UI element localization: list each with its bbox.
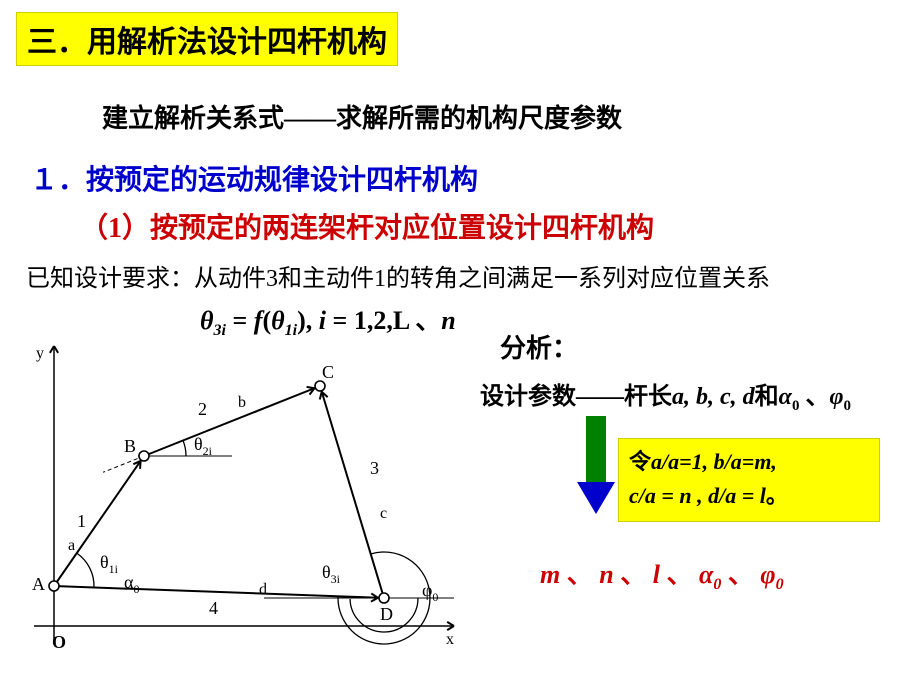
arrow-icon <box>576 416 616 516</box>
svg-text:3: 3 <box>370 458 379 478</box>
fv-s4: 、 <box>721 560 754 589</box>
eq-lp: ( <box>262 306 271 335</box>
svg-text:2: 2 <box>198 399 207 419</box>
req-pre: 已知设计要求：从动件 <box>26 266 266 292</box>
eq-i: i <box>319 306 326 335</box>
analysis-label: 分析： <box>500 328 578 365</box>
step-1-heading: １．按预定的运动规律设计四杆机构 <box>30 158 478 198</box>
fv-s1: 、 <box>560 560 593 589</box>
fv-m: m <box>540 560 560 589</box>
final-vars: m 、 n 、 l 、 α0 、 φ0 <box>540 554 784 594</box>
yb-ling: 令 <box>629 449 651 474</box>
yb-l2: c/a = n , d/a = l <box>629 483 766 508</box>
params-alpha: α <box>779 384 792 410</box>
req-post: 的转角之间满足一系列对应位置关系 <box>386 266 770 292</box>
svg-text:C: C <box>322 362 334 382</box>
req-mid: 和主动件 <box>278 266 374 292</box>
svg-text:y: y <box>36 345 44 362</box>
svg-text:4: 4 <box>209 598 218 618</box>
req-n1: 3 <box>266 266 278 292</box>
fv-l: l <box>653 560 660 589</box>
svg-text:x: x <box>446 631 454 648</box>
params-phi: φ <box>829 384 843 410</box>
eq-eq: = <box>232 306 253 335</box>
linkage-diagram: xyOABCD1234abcdα0θ1iθ2iθ3iφ0 <box>14 336 458 652</box>
down-arrow <box>576 416 616 516</box>
step-1-1-heading: （1）按预定的两连架杆对应位置设计四杆机构 <box>80 206 654 246</box>
svg-text:θ3i: θ3i <box>322 562 341 586</box>
fv-s3: 、 <box>660 560 693 589</box>
svg-text:B: B <box>124 436 136 456</box>
svg-text:d: d <box>259 581 267 598</box>
req-n2: 1 <box>374 266 386 292</box>
eq-theta: θ <box>200 306 214 335</box>
svg-text:α0: α0 <box>124 572 139 596</box>
svg-text:c: c <box>380 505 387 522</box>
eq-comma: , <box>306 306 313 335</box>
svg-text:b: b <box>238 394 246 411</box>
params-phi-sub: 0 <box>843 398 851 414</box>
substitution-box: 令a/a=1, b/a=m, c/a = n , d/a = l。 <box>618 438 880 522</box>
params-pre: 设计参数——杆长 <box>480 384 672 410</box>
eq-n: n <box>441 306 455 335</box>
eq-theta2: θ <box>271 306 285 335</box>
intro-line: 建立解析关系式——求解所需的机构尺度参数 <box>102 98 622 135</box>
fv-phi: φ <box>760 560 775 589</box>
eq-rp: ) <box>297 306 306 335</box>
equation: θ3i = f(θ1i), i = 1,2,L 、n <box>200 300 456 340</box>
design-params: 设计参数——杆长a, b, c, d和α0 、φ0 <box>480 376 851 415</box>
fv-phi0: 0 <box>776 576 784 593</box>
eq-seq: 1,2,L 、 <box>354 306 441 335</box>
yb-dot: 。 <box>766 483 788 508</box>
fv-n: n <box>599 560 613 589</box>
svg-text:a: a <box>68 537 75 554</box>
params-mid: 和 <box>755 384 779 410</box>
svg-text:θ1i: θ1i <box>100 552 119 576</box>
requirement-line: 已知设计要求：从动件3和主动件1的转角之间满足一系列对应位置关系 <box>26 258 770 293</box>
section-title: 三．用解析法设计四杆机构 <box>16 12 398 66</box>
svg-text:D: D <box>380 604 393 624</box>
svg-text:O: O <box>52 632 66 652</box>
fv-a: α <box>699 560 713 589</box>
svg-text:θ2i: θ2i <box>194 434 213 458</box>
fv-s2: 、 <box>614 560 647 589</box>
eq-eqs: = <box>326 306 354 335</box>
svg-text:A: A <box>32 574 45 594</box>
params-sep: 、 <box>799 384 829 410</box>
yb-l1: a/a=1, b/a=m, <box>651 449 777 474</box>
svg-text:1: 1 <box>77 511 86 531</box>
params-vars: a, b, c, d <box>672 384 755 410</box>
